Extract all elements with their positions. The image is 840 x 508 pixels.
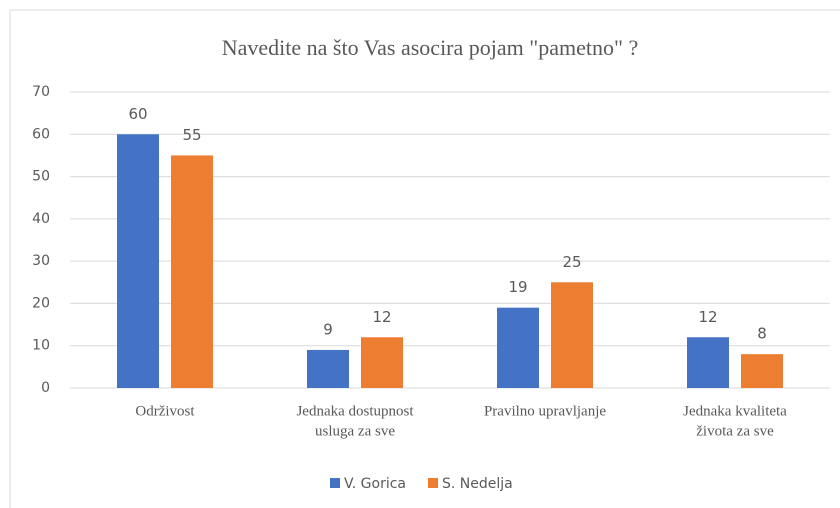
y-tick-label: 0 [41,380,50,396]
x-tick-label: Održivost [135,403,195,419]
y-tick-label: 70 [32,84,50,100]
bar [497,307,539,388]
bar [171,155,213,388]
chart-title: Navedite na što Vas asocira pojam "pamet… [222,35,639,60]
legend-label: V. Gorica [344,476,406,492]
data-label: 8 [757,325,767,343]
y-tick-label: 10 [32,338,50,354]
y-tick-label: 50 [32,169,50,185]
data-label: 19 [508,278,527,296]
data-label: 55 [182,126,201,144]
data-label: 25 [562,253,581,271]
data-label: 12 [372,308,391,326]
legend-label: S. Nedelja [442,476,513,492]
x-tick-label: Pravilno upravljanje [484,403,606,419]
x-tick-label: Jednaka kvaliteta [683,403,787,419]
legend-swatch [428,478,439,488]
y-tick-label: 40 [32,211,50,227]
x-tick-label: Jednaka dostupnost [296,403,414,419]
x-tick-label: života za sve [696,423,774,439]
bar [551,282,593,388]
bar [741,354,783,388]
data-label: 12 [698,308,717,326]
data-label: 9 [323,320,333,338]
y-tick-label: 20 [32,295,50,311]
bar [687,337,729,388]
legend-swatch [330,478,340,488]
y-tick-label: 60 [32,126,50,142]
bar [307,349,349,388]
y-tick-label: 30 [32,253,50,269]
bar [361,337,403,388]
x-tick-label: usluga za sve [315,423,395,439]
bar [117,134,159,388]
data-label: 60 [128,105,147,123]
